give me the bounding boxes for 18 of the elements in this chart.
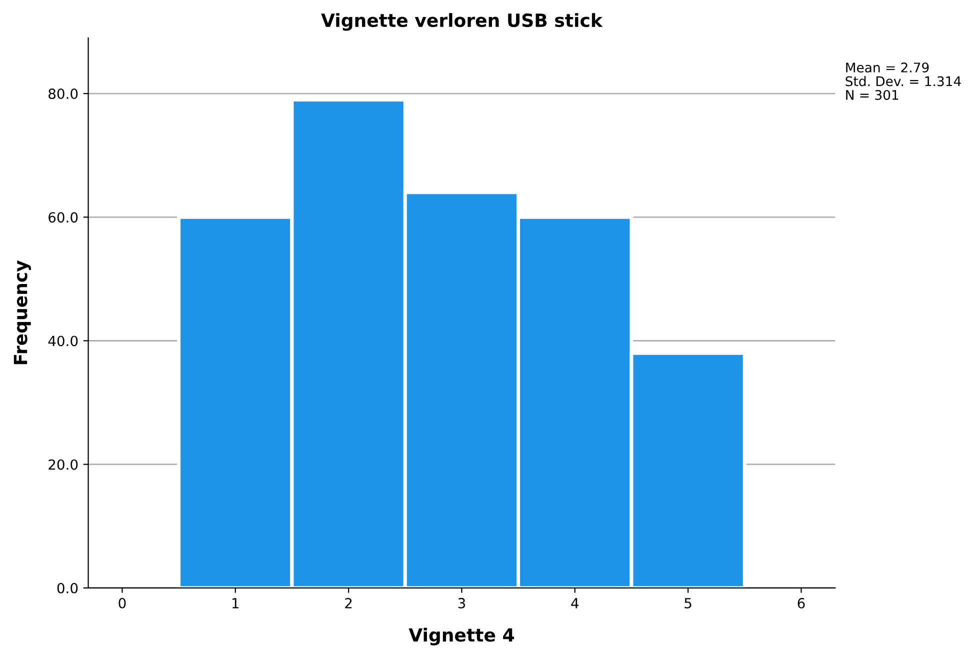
x-tick-label: 3 xyxy=(458,598,466,608)
y-axis-title: Frequency xyxy=(14,260,31,364)
y-tick-label: 20.0 xyxy=(48,459,78,470)
chart-title: Vignette verloren USB stick xyxy=(321,13,603,31)
y-tick-label: 60.0 xyxy=(48,212,78,223)
y-tick-label: 80.0 xyxy=(48,88,78,100)
text: Mean = 2.79 xyxy=(846,62,929,72)
x-tick-label: 6 xyxy=(798,598,805,608)
text: Std. Dev. = 1.314 xyxy=(846,76,961,86)
x-tick-label: 1 xyxy=(232,598,239,608)
x-tick-label: 4 xyxy=(571,598,579,608)
text: N = 301 xyxy=(846,90,898,100)
x-tick-label: 2 xyxy=(345,598,352,608)
x-tick-label: 5 xyxy=(684,598,692,608)
y-tick-label: 40.0 xyxy=(48,336,78,346)
x-axis-title: Vignette 4 xyxy=(408,628,514,646)
y-tick-label: 0.0 xyxy=(57,582,78,594)
x-tick-label: 0 xyxy=(118,598,126,608)
